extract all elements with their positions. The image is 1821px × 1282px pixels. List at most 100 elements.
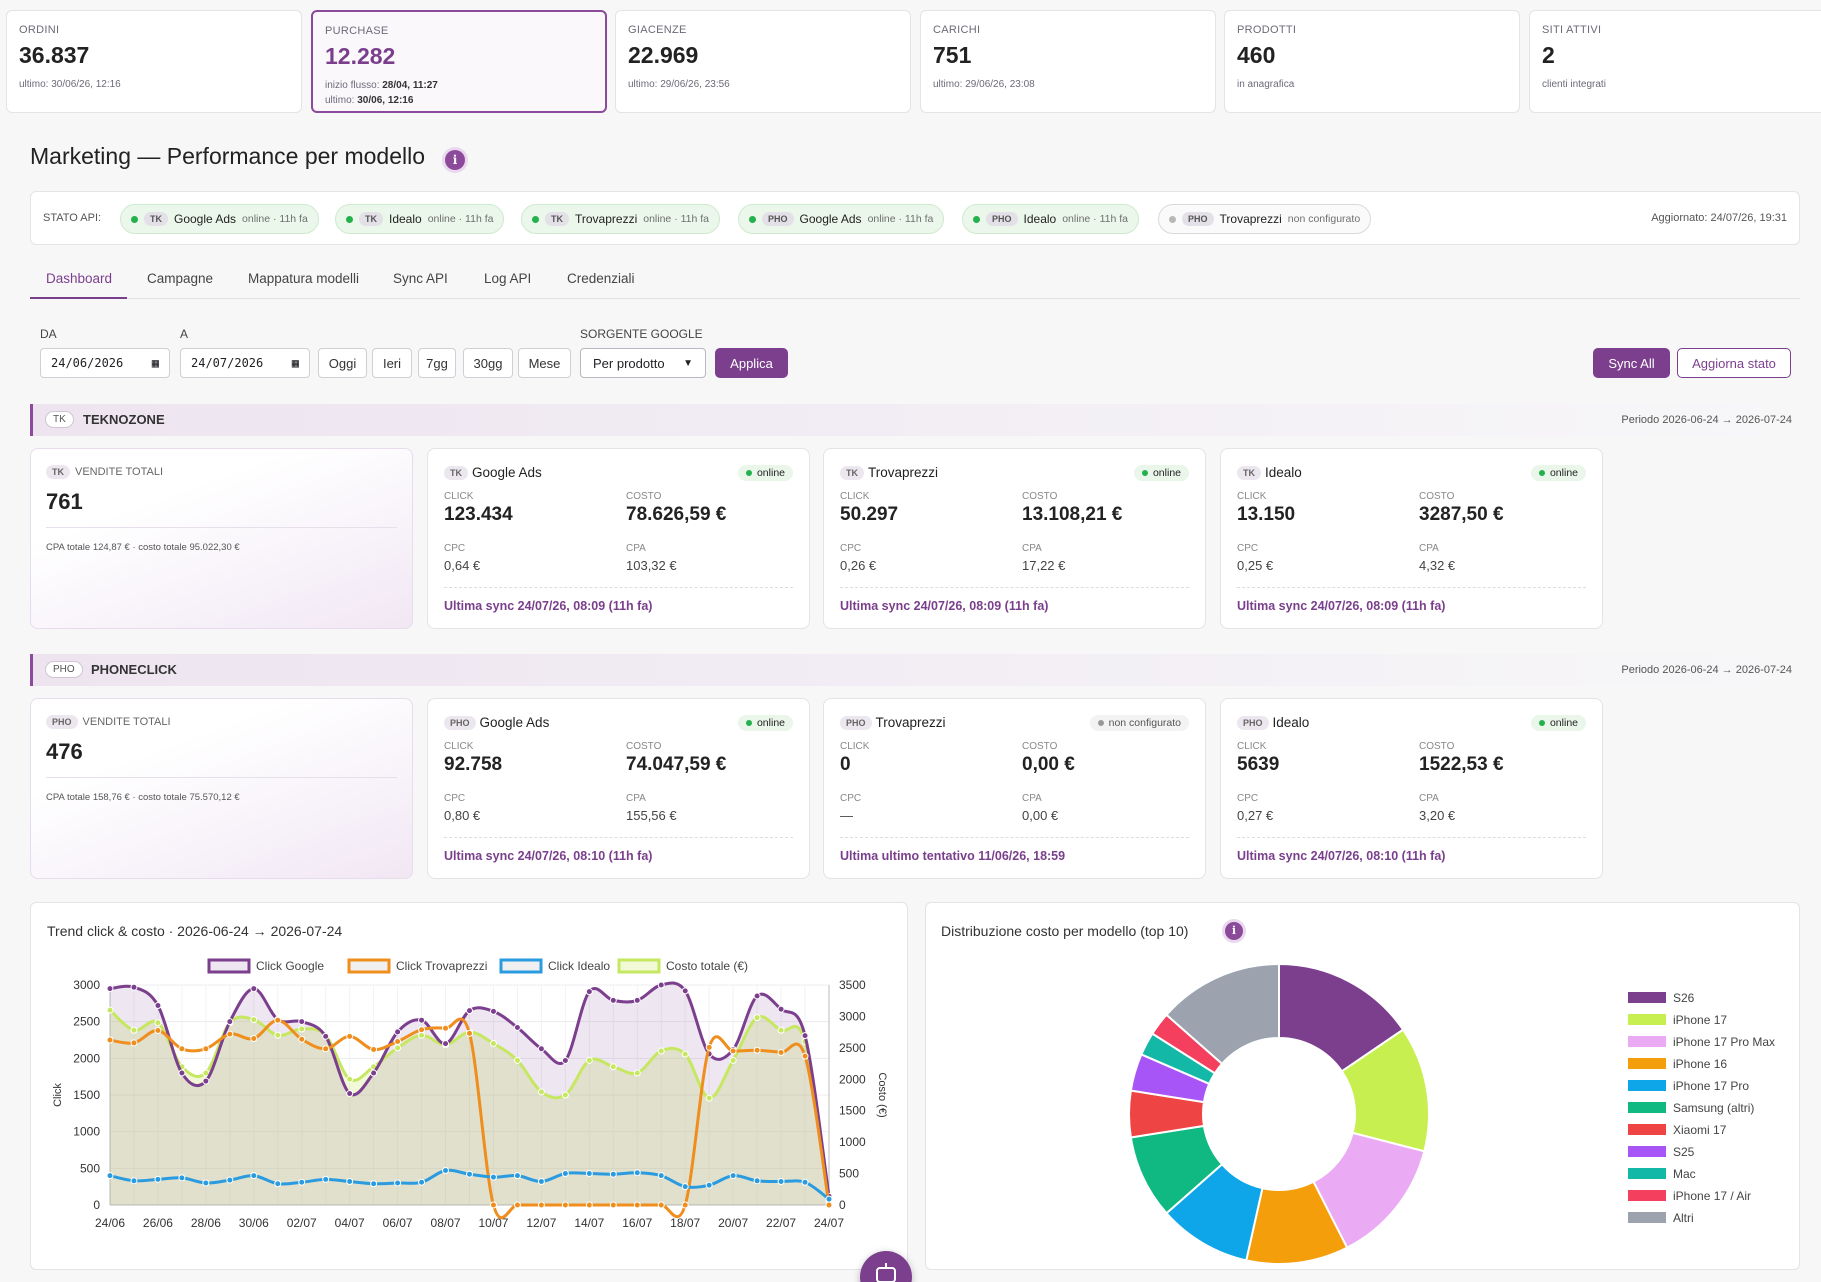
kpi-giacenze[interactable]: GIACENZE 22.969 ultimo: 29/06/26, 23:56 — [615, 10, 911, 113]
date-to-input[interactable]: 24/07/2026 ▦ — [180, 348, 310, 378]
kpi-value: 460 — [1237, 42, 1276, 68]
quick-7gg-button[interactable]: 7gg — [418, 348, 456, 378]
legend-swatch — [207, 958, 251, 974]
quick-30gg-button[interactable]: 30gg — [463, 348, 513, 378]
api-pill-tk-trovaprezzi[interactable]: TK Trovaprezzi online · 11h fa — [521, 204, 721, 234]
data-point — [130, 1026, 138, 1034]
kpi-prodotti[interactable]: PRODOTTI 460 in anagrafica — [1224, 10, 1520, 113]
kpi-sub: clienti integrati — [1542, 79, 1606, 90]
data-point — [585, 1056, 593, 1064]
data-point — [489, 1173, 497, 1181]
api-pill-pho-google[interactable]: PHO Google Ads online · 11h fa — [738, 204, 945, 234]
status-badge: online — [1530, 715, 1586, 731]
channel-card-tk-google-ads: TK Google Ads online CLICK 123.434 COSTO 78.… — [427, 448, 810, 629]
kpi-ordini[interactable]: ORDINI 36.837 ultimo: 30/06/26, 12:16 — [6, 10, 302, 113]
quick-mese-button[interactable]: Mese — [518, 348, 571, 378]
data-point — [705, 1043, 713, 1051]
y-tick-label: 1000 — [73, 1125, 100, 1139]
cpc-value: 0,64 € — [444, 558, 481, 573]
section-name: TEKNOZONE — [83, 412, 165, 427]
metric-label: CPA — [1022, 793, 1042, 804]
data-point — [418, 1178, 426, 1186]
quick-ieri-button[interactable]: Ieri — [372, 348, 412, 378]
sync-all-button[interactable]: Sync All — [1593, 348, 1670, 378]
chatbot-fab-button[interactable] — [860, 1251, 912, 1282]
refresh-status-button[interactable]: Aggiorna stato — [1677, 348, 1791, 378]
y2-axis-label: Costo (€) — [876, 1072, 888, 1117]
tab-log-api[interactable]: Log API — [484, 271, 532, 286]
api-pill-tk-google[interactable]: TK Google Ads online · 11h fa — [120, 204, 319, 234]
kpi-value: 2 — [1542, 42, 1555, 68]
legend-swatch — [1628, 1014, 1666, 1025]
data-point — [394, 1179, 402, 1187]
kpi-purchase[interactable]: PURCHASE 12.282 inizio flusso: 28/04, 11… — [311, 10, 607, 113]
site-tag: PHO — [840, 715, 872, 730]
data-point — [394, 1037, 402, 1045]
kpi-value: 12.282 — [325, 43, 396, 69]
api-pill-pho-idealo[interactable]: PHO Idealo online · 11h fa — [962, 204, 1139, 234]
kpi-siti-attivi[interactable]: SITI ATTIVI 2 clienti integrati — [1529, 10, 1821, 113]
date-from-input[interactable]: 24/06/2026 ▦ — [40, 348, 170, 378]
data-point — [106, 1172, 114, 1180]
api-pill-tk-idealo[interactable]: TK Idealo online · 11h fa — [335, 204, 505, 234]
metric-label: CLICK — [840, 491, 870, 502]
data-point — [370, 1046, 378, 1054]
data-point — [561, 1091, 569, 1099]
pie-chart[interactable]: S26 iPhone 17 iPhone 17 Pro Max iPhone 16 iP… — [926, 943, 1799, 1269]
data-point — [370, 1180, 378, 1188]
site-tag: PHO — [45, 661, 83, 678]
x-tick-label: 12/07 — [526, 1216, 556, 1230]
tab-dashboard[interactable]: Dashboard — [30, 271, 127, 299]
data-point — [130, 1039, 138, 1047]
channel-name: Idealo — [1265, 465, 1302, 481]
api-status-bar: STATO API: TK Google Ads online · 11h fa T… — [30, 191, 1800, 245]
tab-credenziali[interactable]: Credenziali — [567, 271, 635, 286]
trend-chart[interactable]: 0 500 1000 1500 2000 2500 3000 0 500 1000 1500 2000… — [31, 943, 907, 1269]
data-point — [705, 1094, 713, 1102]
source-select[interactable]: Per prodotto ▼ — [580, 348, 706, 378]
channel-card-pho-google-ads: PHO Google Ads online CLICK 92.758 COSTO 74.… — [427, 698, 810, 879]
data-point — [609, 1170, 617, 1178]
site-tag: PHO — [444, 715, 476, 730]
tab-campagne[interactable]: Campagne — [147, 271, 214, 286]
kpi-sub: inizio flusso: 28/04, 11:27 ultimo: 30/06… — [325, 80, 438, 106]
online-dot-icon — [346, 215, 353, 223]
api-state: online · 11h fa — [867, 213, 934, 225]
metric-label: CPC — [840, 543, 862, 554]
data-point — [178, 1069, 186, 1077]
legend-swatch — [347, 958, 391, 974]
api-state: non configurato — [1287, 213, 1361, 225]
data-point — [202, 1045, 210, 1053]
api-name: Idealo — [1023, 212, 1057, 226]
metric-label: COSTO — [1022, 491, 1058, 502]
data-point — [250, 985, 258, 993]
tab-mappatura-modelli[interactable]: Mappatura modelli — [248, 271, 360, 286]
api-pill-pho-trovaprezzi[interactable]: PHO Trovaprezzi non configurato — [1158, 204, 1372, 234]
data-point — [777, 1026, 785, 1034]
x-tick-label: 30/06 — [239, 1216, 269, 1230]
metric-label: CPA — [626, 543, 646, 554]
section-period: Periodo 2026-06-24 → 2026-07-24 — [1621, 664, 1792, 676]
channel-name: Google Ads — [479, 715, 550, 731]
apply-button[interactable]: Applica — [715, 348, 788, 378]
info-icon[interactable]: i — [445, 150, 465, 170]
date-from-label: DA — [40, 327, 57, 341]
legend-label: Altri — [1673, 1211, 1694, 1225]
info-icon[interactable]: i — [1225, 922, 1243, 940]
section-header-phoneclick: PHO PHONECLICK Periodo 2026-06-24 → 2026… — [30, 654, 1800, 686]
online-dot-icon — [745, 470, 752, 476]
status-badge: online — [737, 715, 793, 731]
kpi-carichi[interactable]: CARICHI 751 ultimo: 29/06/26, 23:08 — [920, 10, 1216, 113]
channel-name: Trovaprezzi — [875, 715, 946, 731]
tab-sync-api[interactable]: Sync API — [393, 271, 448, 286]
data-point — [609, 1201, 617, 1209]
legend-swatch — [1628, 1168, 1666, 1179]
x-tick-label: 24/06 — [95, 1216, 125, 1230]
metric-label: CPC — [840, 793, 862, 804]
x-tick-label: 18/07 — [670, 1216, 700, 1230]
data-point — [753, 1177, 761, 1185]
quick-oggi-button[interactable]: Oggi — [318, 348, 367, 378]
data-point — [609, 1063, 617, 1071]
data-point — [298, 1035, 306, 1043]
data-point — [825, 1201, 833, 1209]
